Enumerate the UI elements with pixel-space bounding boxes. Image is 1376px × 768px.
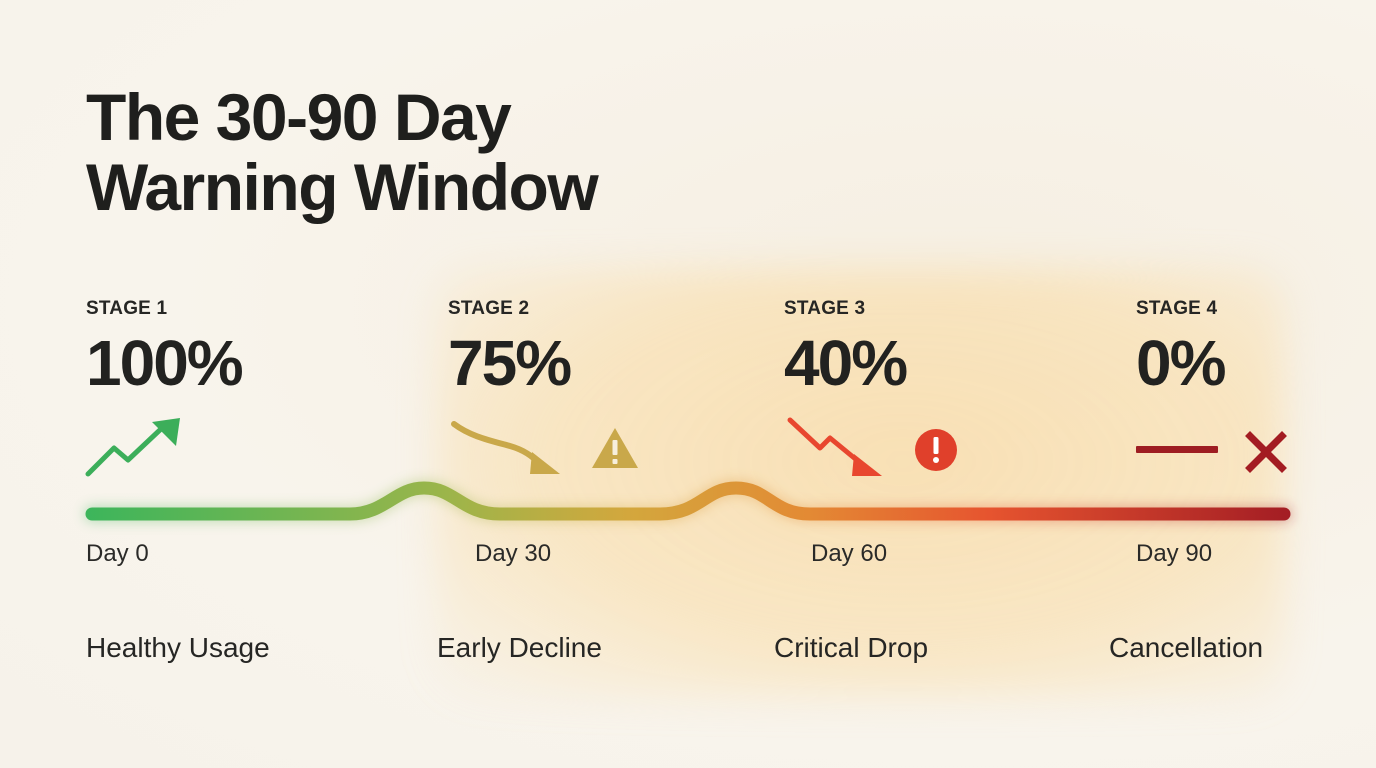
stage-3-value: 40% [784, 327, 908, 399]
day-90-label: Day 90 [1136, 540, 1213, 567]
stage-4-label: STAGE 4 [1136, 298, 1218, 319]
sharp-decline-icon [787, 417, 882, 476]
trend-down-icon [451, 421, 560, 474]
stage-1-description: Healthy Usage [86, 632, 270, 663]
stage-4: STAGE 4 0% [1136, 298, 1226, 399]
alert-icon [915, 429, 957, 471]
stage-1-label: STAGE 1 [86, 298, 168, 319]
stage-3-description: Critical Drop [774, 632, 929, 663]
title-line-1: The 30-90 Day [86, 80, 512, 154]
timeline-line [85, 481, 1291, 521]
day-0-label: Day 0 [86, 540, 149, 567]
title-line-2: Warning Window [86, 150, 599, 224]
page-title: The 30-90 Day Warning Window [86, 80, 599, 224]
warning-window-highlight [435, 268, 1285, 698]
stage-1: STAGE 1 100% [86, 298, 244, 399]
stage-3: STAGE 3 40% [784, 298, 908, 399]
stage-2: STAGE 2 75% [448, 298, 572, 399]
stage-1-value: 100% [86, 327, 244, 399]
trend-up-icon [85, 418, 180, 477]
close-icon [1245, 431, 1287, 473]
flat-line-icon [1136, 446, 1218, 453]
stage-2-description: Early Decline [437, 632, 602, 663]
stage-2-value: 75% [448, 327, 572, 399]
stage-4-description: Cancellation [1109, 632, 1264, 663]
day-60-label: Day 60 [811, 540, 888, 567]
stage-2-label: STAGE 2 [448, 298, 530, 319]
stage-4-value: 0% [1136, 327, 1226, 399]
day-30-label: Day 30 [475, 540, 552, 567]
stage-3-label: STAGE 3 [784, 298, 866, 319]
warning-icon [592, 428, 638, 468]
